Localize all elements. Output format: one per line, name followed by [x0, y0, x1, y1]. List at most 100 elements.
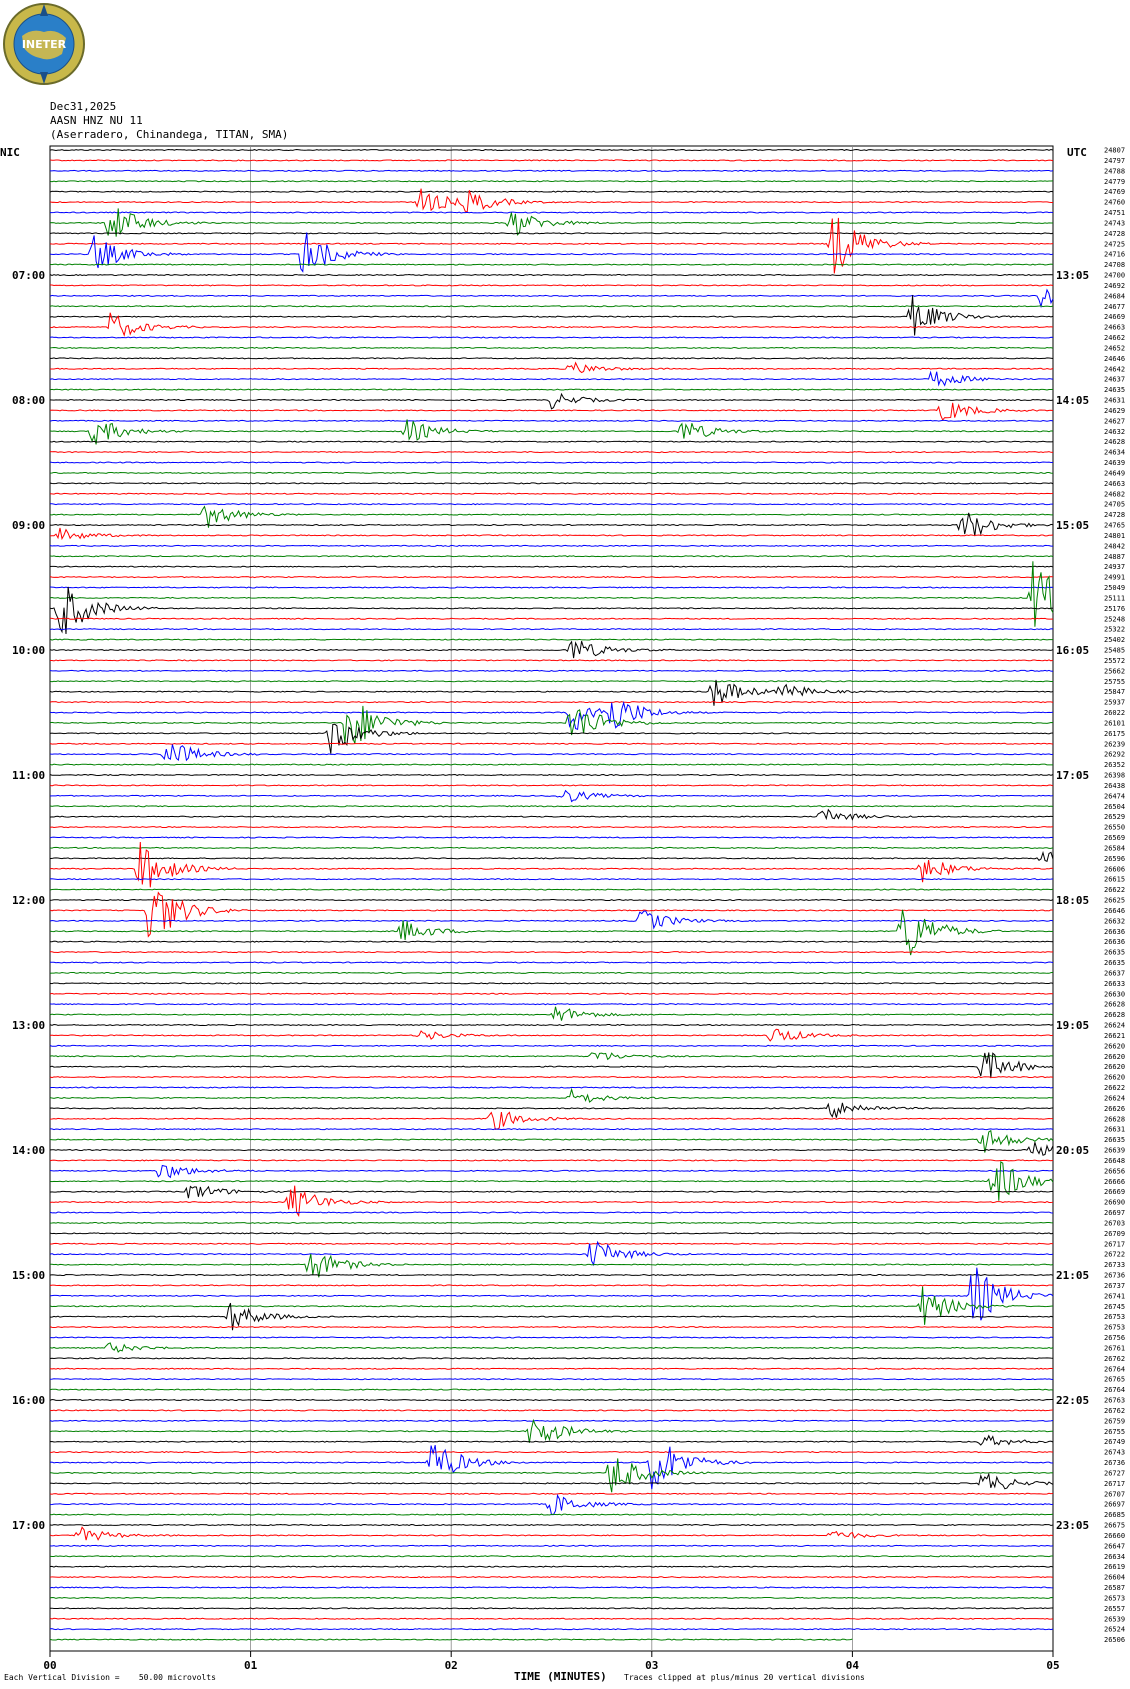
seismic-trace [49, 1586, 1054, 1589]
trace-labels: 24807 24797 24788 24779 24769 24760 24751 24743… [12, 147, 1125, 1645]
seismic-trace [49, 312, 1054, 337]
trace-value-label: 26622 [1104, 1084, 1125, 1092]
hour-label-left: 12:00 [12, 894, 45, 907]
seismic-trace [49, 482, 1054, 485]
trace-value-label: 24807 [1104, 147, 1125, 155]
seismic-trace [49, 1102, 1054, 1118]
x-tick-label: 02 [445, 1659, 458, 1672]
seismic-trace [49, 1628, 1054, 1631]
seismic-trace [49, 1284, 1054, 1287]
seismic-trace [49, 773, 1054, 777]
seismic-trace [49, 232, 1054, 273]
trace-value-label: 26292 [1104, 751, 1125, 759]
seismic-trace [49, 1240, 1054, 1267]
trace-value-label: 24635 [1104, 386, 1125, 394]
trace-value-label: 24692 [1104, 282, 1125, 290]
trace-value-label: 26666 [1104, 1178, 1125, 1186]
seismic-trace [49, 1087, 1054, 1103]
trace-value-label: 26755 [1104, 1428, 1125, 1436]
seismic-trace [49, 419, 1054, 422]
hour-label-left: 15:00 [12, 1269, 45, 1282]
trace-value-label: 26622 [1104, 886, 1125, 894]
seismic-trace [49, 659, 1054, 662]
seismic-trace [49, 555, 1054, 558]
seismic-trace [49, 284, 1054, 287]
seismic-trace [49, 1161, 1054, 1201]
trace-value-label: 26022 [1104, 709, 1125, 717]
trace-value-label: 24629 [1104, 407, 1125, 415]
trace-value-label: 26764 [1104, 1365, 1125, 1373]
hour-label-left: 07:00 [12, 269, 45, 282]
seismic-trace [49, 217, 1054, 274]
hour-label-right: 16:05 [1056, 644, 1089, 657]
seismic-trace [49, 561, 1054, 627]
trace-value-label: 26727 [1104, 1469, 1125, 1477]
trace-value-label: 24797 [1104, 157, 1125, 165]
seismic-trace [49, 891, 1054, 938]
trace-value-label: 26690 [1104, 1199, 1125, 1207]
trace-value-label: 26756 [1104, 1334, 1125, 1342]
seismic-trace [49, 586, 1054, 589]
trace-value-label: 24725 [1104, 240, 1125, 248]
seismic-trace [49, 680, 1054, 683]
trace-value-label: 26504 [1104, 803, 1125, 811]
trace-value-label: 26615 [1104, 876, 1125, 884]
trace-value-label: 24728 [1104, 230, 1125, 238]
trace-value-label: 24728 [1104, 511, 1125, 519]
minute-grid [49, 145, 1054, 1652]
seismic-trace [49, 1523, 1054, 1527]
trace-value-label: 26175 [1104, 730, 1125, 738]
trace-value-label: 24663 [1104, 480, 1125, 488]
seismic-trace [49, 188, 1054, 213]
trace-value-label: 24700 [1104, 272, 1125, 280]
trace-value-label: 26743 [1104, 1449, 1125, 1457]
seismic-trace [49, 1357, 1054, 1360]
seismic-trace [49, 361, 1054, 374]
hour-label-left: 14:00 [12, 1144, 45, 1157]
trace-value-label: 26239 [1104, 740, 1125, 748]
hour-label-left: 16:00 [12, 1394, 45, 1407]
trace-value-label: 24842 [1104, 542, 1125, 550]
seismic-trace [49, 1513, 1054, 1516]
seismic-trace [49, 169, 1054, 172]
seismic-trace [49, 742, 1054, 745]
trace-value-label: 26762 [1104, 1407, 1125, 1415]
seismic-trace [49, 586, 1054, 634]
trace-value-label: 24628 [1104, 438, 1125, 446]
seismic-trace [49, 1458, 1054, 1493]
trace-value-label: 24705 [1104, 501, 1125, 509]
seismic-trace [49, 273, 1054, 277]
trace-value-label: 25662 [1104, 667, 1125, 675]
trace-value-label: 26635 [1104, 959, 1125, 967]
trace-value-label: 25049 [1104, 584, 1125, 592]
trace-value-label: 26646 [1104, 907, 1125, 915]
hour-label-right: 21:05 [1056, 1269, 1089, 1282]
seismic-trace [49, 1544, 1054, 1547]
trace-value-label: 26761 [1104, 1344, 1125, 1352]
seismic-trace [49, 1242, 1054, 1245]
trace-value-label: 26632 [1104, 917, 1125, 925]
seismic-trace [49, 305, 1054, 308]
seismic-trace [49, 1164, 1054, 1179]
trace-value-label: 26736 [1104, 1459, 1125, 1467]
seismic-trace [49, 1342, 1054, 1353]
seismic-trace [49, 159, 1054, 162]
trace-value-label: 24708 [1104, 261, 1125, 269]
trace-value-label: 24991 [1104, 574, 1125, 582]
trace-value-label: 24632 [1104, 428, 1125, 436]
seismic-trace [49, 1267, 1054, 1321]
seismic-trace [49, 669, 1054, 672]
hour-label-left: 09:00 [12, 519, 45, 532]
seismic-trace [49, 888, 1054, 891]
plot-frame [49, 145, 1054, 1652]
trace-value-label: 26101 [1104, 719, 1125, 727]
hour-label-left: 13:00 [12, 1019, 45, 1032]
trace-value-label: 26628 [1104, 1011, 1125, 1019]
seismic-trace [49, 512, 1054, 537]
trace-value-label: 25485 [1104, 647, 1125, 655]
trace-value-label: 26709 [1104, 1230, 1125, 1238]
trace-value-label: 26717 [1104, 1480, 1125, 1488]
trace-value-label: 26736 [1104, 1272, 1125, 1280]
trace-value-label: 26628 [1104, 1001, 1125, 1009]
trace-value-label: 26624 [1104, 1094, 1125, 1102]
